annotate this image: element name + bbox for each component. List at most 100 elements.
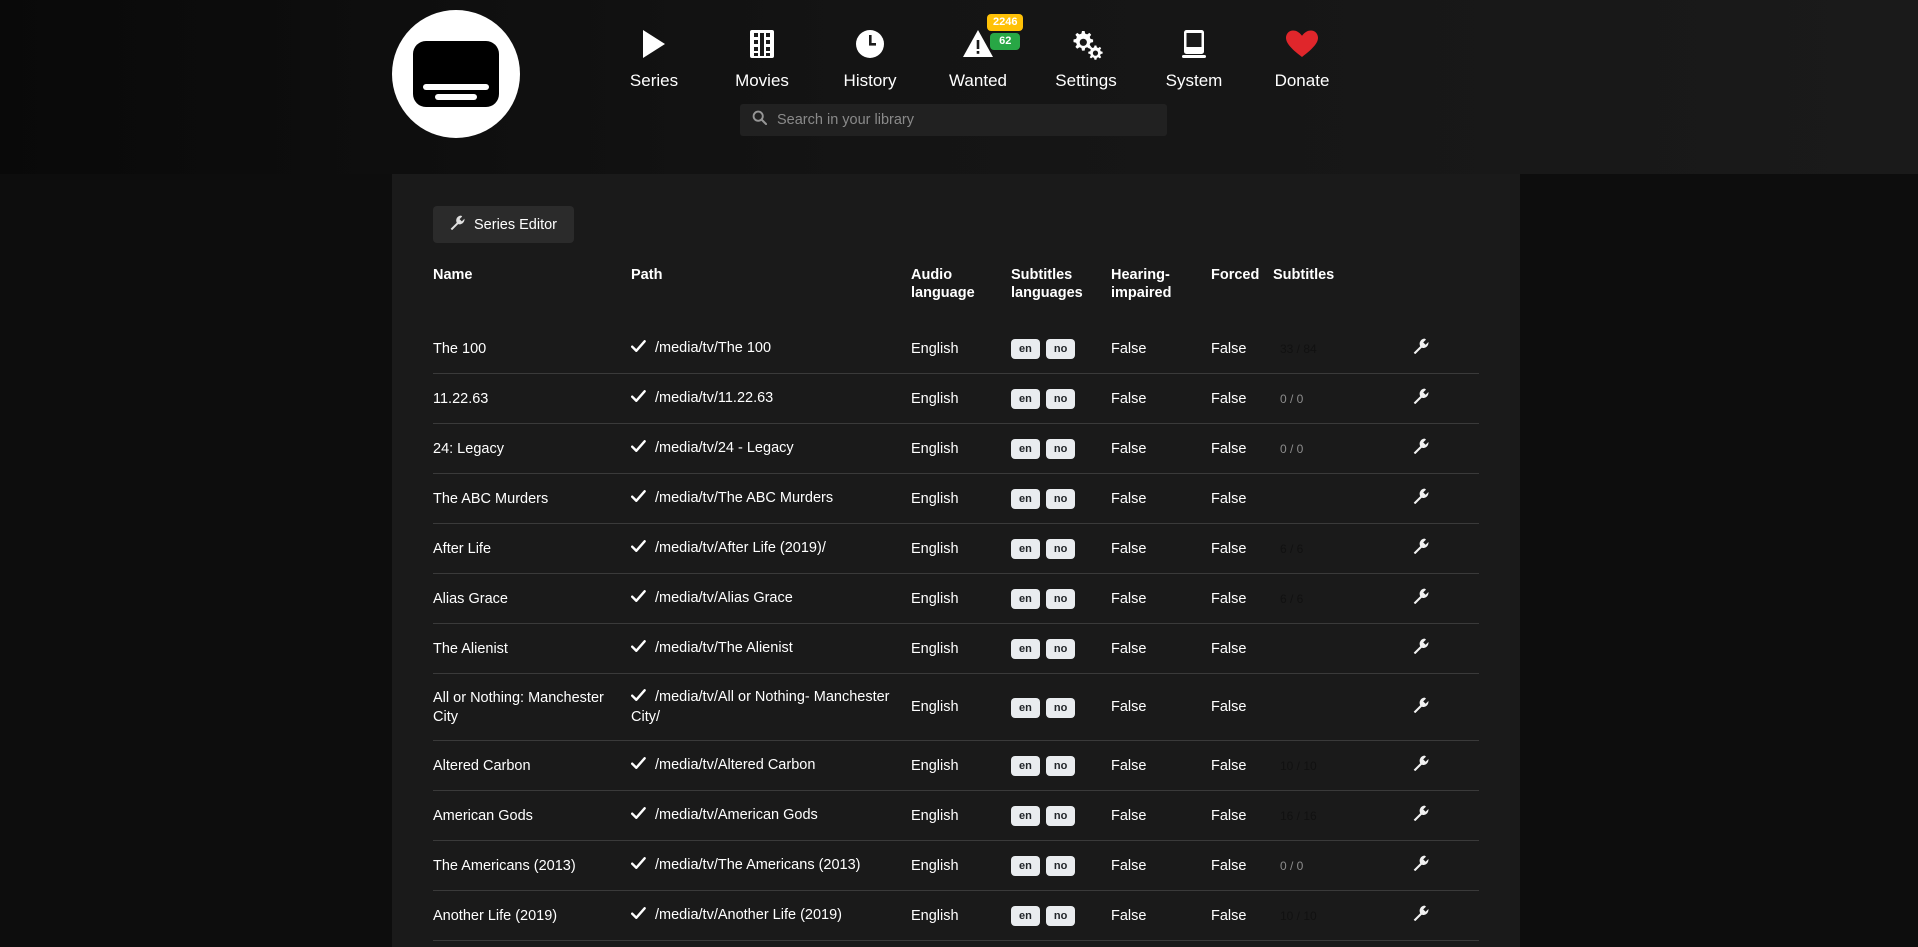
table-row[interactable]: A.P. Bio/media/tv/A.P. BIO/EnglishennoFa… (433, 940, 1479, 947)
table-row[interactable]: All or Nothing: Manchester City/media/tv… (433, 673, 1479, 741)
cell-path: /media/tv/Another Life (2019) (630, 890, 911, 941)
language-pill[interactable]: en (1011, 389, 1040, 409)
series-table: Name Path Audio language Subtitles langu… (433, 266, 1479, 947)
cell-actions (1413, 790, 1479, 841)
language-pill[interactable]: no (1045, 697, 1076, 718)
cell-audio-language: English (911, 573, 1011, 624)
cell-actions (1413, 373, 1479, 424)
path-valid-check-icon (630, 757, 646, 776)
cell-subtitles-progress: 16 / 16 (1273, 790, 1413, 841)
language-pill[interactable]: no (1045, 856, 1076, 876)
column-header-forced[interactable]: Forced (1211, 267, 1260, 283)
nav-item-movies[interactable]: Movies (708, 16, 816, 91)
cell-forced: False (1211, 890, 1273, 941)
language-pill[interactable]: no (1045, 489, 1076, 509)
cell-actions (1413, 740, 1479, 791)
language-pill[interactable]: en (1011, 697, 1040, 718)
language-pill[interactable]: no (1045, 539, 1076, 559)
row-edit-wrench-icon[interactable] (1413, 905, 1429, 921)
table-row[interactable]: 11.22.63/media/tv/11.22.63 English en no Fal… (433, 373, 1479, 424)
column-header-subtitles-languages[interactable]: Subtitles languages (1011, 267, 1083, 301)
content-panel: Series Editor Name Path Audio language S… (392, 174, 1520, 947)
column-header-audio[interactable]: Audio language (911, 267, 975, 301)
row-edit-wrench-icon[interactable] (1413, 805, 1429, 821)
language-pill[interactable]: en (1011, 906, 1040, 926)
path-valid-check-icon (630, 540, 646, 559)
cell-forced: False (1211, 740, 1273, 791)
cell-forced: False (1211, 373, 1273, 424)
row-edit-wrench-icon[interactable] (1413, 538, 1429, 554)
table-row[interactable]: The Alienist/media/tv/The Alienist Englis… (433, 623, 1479, 674)
table-row[interactable]: 24: Legacy/media/tv/24 - Legacy English en… (433, 423, 1479, 474)
nav-item-series[interactable]: Series (600, 16, 708, 91)
cell-forced: False (1211, 673, 1273, 741)
language-pill[interactable]: en (1011, 439, 1040, 459)
row-edit-wrench-icon[interactable] (1413, 855, 1429, 871)
column-header-name[interactable]: Name (433, 267, 473, 283)
table-row[interactable]: The ABC Murders/media/tv/The ABC Murders… (433, 473, 1479, 524)
language-pill[interactable]: no (1045, 339, 1076, 359)
nav-item-history[interactable]: History (816, 16, 924, 91)
language-pill[interactable]: en (1011, 756, 1040, 776)
nav-item-system[interactable]: System (1140, 16, 1248, 91)
cell-actions (1413, 523, 1479, 574)
cell-path: /media/tv/Alias Grace (630, 573, 911, 624)
cell-hearing-impaired: False (1111, 890, 1211, 941)
language-pill[interactable]: en (1011, 339, 1040, 359)
row-edit-wrench-icon[interactable] (1413, 438, 1429, 454)
table-header-row: Name Path Audio language Subtitles langu… (433, 266, 1479, 324)
row-edit-wrench-icon[interactable] (1413, 338, 1429, 354)
cell-path: /media/tv/The Alienist (630, 623, 911, 674)
cell-name: 11.22.63 (433, 373, 631, 424)
column-header-path[interactable]: Path (631, 267, 663, 283)
cell-forced: False (1211, 523, 1273, 574)
table-row[interactable]: The 100/media/tv/The 100 English en no False… (433, 324, 1479, 374)
path-valid-check-icon (630, 390, 646, 409)
table-row[interactable]: Another Life (2019)/media/tv/Another Lif… (433, 890, 1479, 941)
cell-path: /media/tv/11.22.63 (630, 373, 911, 424)
language-pill[interactable]: en (1011, 806, 1040, 826)
path-valid-check-icon (630, 490, 646, 509)
table-row[interactable]: Alias Grace/media/tv/Alias Grace English e… (433, 573, 1479, 624)
language-pill[interactable]: en (1011, 539, 1040, 559)
row-edit-wrench-icon[interactable] (1413, 638, 1429, 654)
language-pill[interactable]: en (1011, 639, 1040, 659)
row-edit-wrench-icon[interactable] (1413, 388, 1429, 404)
language-pill[interactable]: no (1045, 906, 1076, 926)
path-valid-check-icon (630, 857, 646, 876)
language-pill[interactable]: no (1045, 756, 1076, 776)
search-input[interactable] (777, 112, 1155, 128)
search-bar[interactable] (740, 104, 1167, 136)
nav-label-history: History (843, 71, 897, 90)
cell-subtitles-progress: 6 / 6 (1273, 573, 1413, 624)
cell-actions (1413, 573, 1479, 624)
language-pill[interactable]: no (1045, 589, 1076, 609)
language-pill[interactable]: no (1045, 439, 1076, 459)
nav-item-settings[interactable]: Settings (1032, 16, 1140, 91)
table-row[interactable]: Altered Carbon/media/tv/Altered Carbon En… (433, 740, 1479, 791)
column-header-hearing-impaired[interactable]: Hearing-impaired (1111, 267, 1172, 301)
cell-hearing-impaired: False (1111, 840, 1211, 891)
row-edit-wrench-icon[interactable] (1413, 755, 1429, 771)
row-edit-wrench-icon[interactable] (1413, 488, 1429, 504)
table-row[interactable]: After Life/media/tv/After Life (2019)/En… (433, 523, 1479, 574)
nav-item-donate[interactable]: Donate (1248, 16, 1356, 91)
table-row[interactable]: The Americans (2013)/media/tv/The Americ… (433, 840, 1479, 891)
language-pill[interactable]: en (1011, 856, 1040, 876)
language-pill[interactable]: no (1045, 389, 1076, 409)
row-edit-wrench-icon[interactable] (1413, 588, 1429, 604)
app-logo[interactable] (392, 10, 520, 138)
main-navigation: Series Movies (600, 14, 1356, 91)
language-pill[interactable]: no (1045, 806, 1076, 826)
language-pill[interactable]: no (1045, 639, 1076, 659)
warning-triangle-icon (962, 22, 994, 66)
language-pill[interactable]: en (1011, 589, 1040, 609)
film-icon (748, 22, 776, 66)
row-edit-wrench-icon[interactable] (1413, 697, 1429, 713)
series-editor-button[interactable]: Series Editor (433, 206, 575, 243)
column-header-subtitles[interactable]: Subtitles (1273, 267, 1335, 283)
language-pill[interactable]: en (1011, 489, 1040, 509)
nav-item-wanted[interactable]: 2246 62 Wanted (924, 14, 1032, 91)
table-row[interactable]: American Gods/media/tv/American Gods Engl… (433, 790, 1479, 841)
cell-path: /media/tv/The ABC Murders (630, 473, 911, 524)
